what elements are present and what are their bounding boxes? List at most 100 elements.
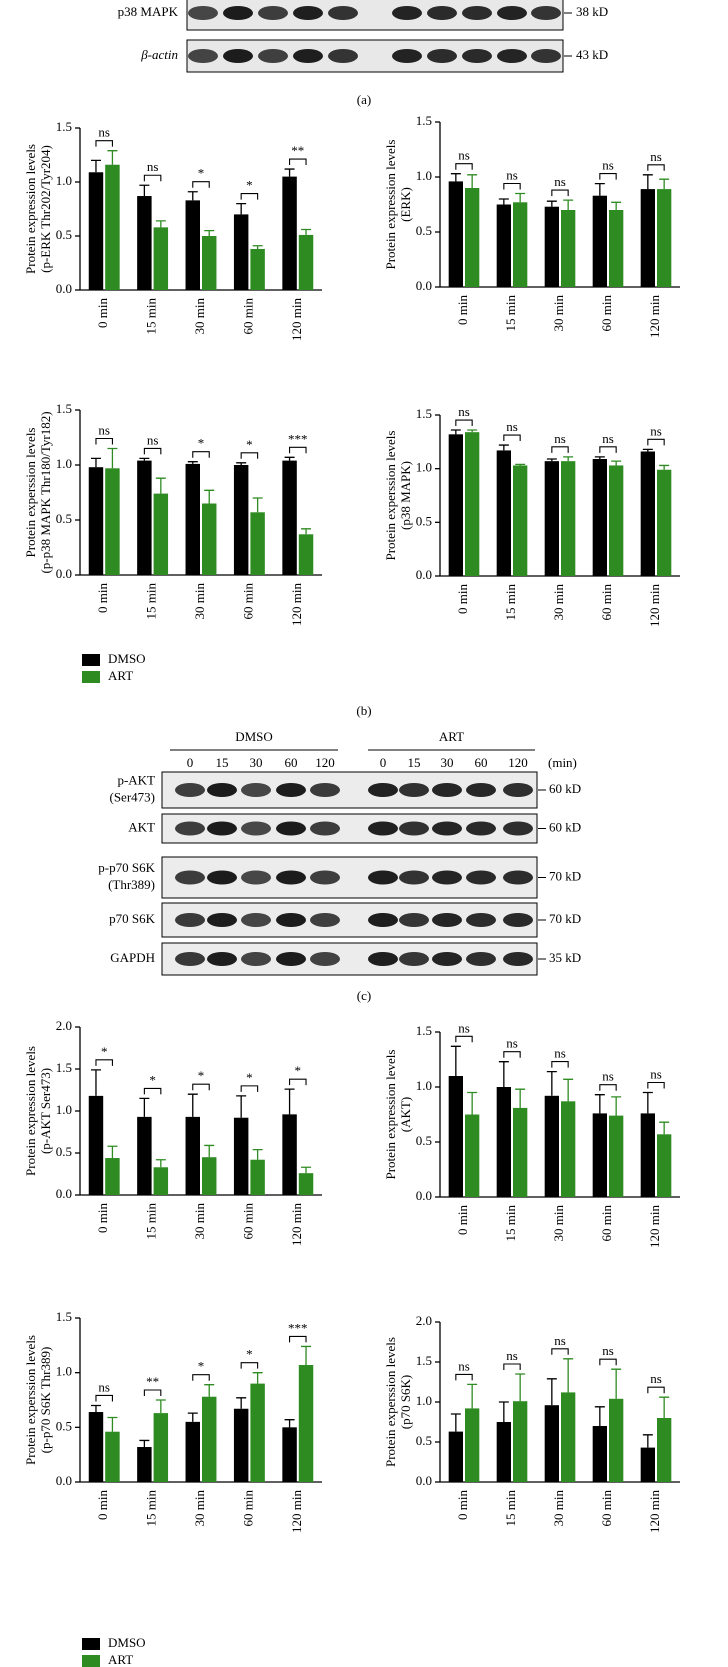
bar bbox=[513, 465, 528, 576]
x-tick-label: 30 min bbox=[551, 1205, 566, 1242]
x-tick-label: 30 min bbox=[551, 1490, 566, 1527]
error-bar bbox=[642, 448, 653, 452]
error-bar bbox=[90, 1404, 101, 1413]
blot-band bbox=[207, 870, 237, 885]
bar bbox=[153, 1167, 169, 1195]
time-label: 15 bbox=[408, 755, 421, 770]
error-bar bbox=[187, 1412, 198, 1422]
blot-band bbox=[368, 821, 398, 836]
y-tick-label: 1.5 bbox=[56, 1060, 72, 1075]
error-bar bbox=[498, 444, 509, 451]
error-bar bbox=[515, 463, 526, 466]
significance-bracket bbox=[599, 446, 617, 453]
error-bar bbox=[139, 184, 150, 197]
significance-bracket bbox=[551, 189, 569, 197]
blot-band bbox=[432, 870, 462, 885]
significance-bracket bbox=[503, 1363, 521, 1370]
y-axis-label: (AKT) bbox=[398, 1097, 413, 1132]
x-tick-label: 30 min bbox=[192, 298, 207, 335]
blot-band bbox=[531, 49, 561, 63]
significance-label: ns bbox=[554, 1333, 566, 1348]
y-tick-label: 1.5 bbox=[56, 119, 72, 134]
x-tick-label: 120 min bbox=[647, 295, 662, 338]
error-bar bbox=[107, 150, 118, 165]
y-tick-label: 1.0 bbox=[56, 1102, 72, 1117]
significance-label: ns bbox=[458, 148, 470, 163]
significance-label: ns bbox=[506, 1348, 518, 1363]
blot-label: p-AKT bbox=[117, 772, 155, 787]
legend-label: DMSO bbox=[108, 1635, 146, 1650]
x-tick-label: 15 min bbox=[503, 1490, 518, 1527]
x-tick-label: 120 min bbox=[647, 584, 662, 627]
y-axis-label: Protein expression levels bbox=[383, 1050, 398, 1180]
significance-bracket bbox=[289, 1078, 307, 1086]
blot-band bbox=[241, 783, 271, 797]
error-bar bbox=[301, 528, 312, 535]
time-label: 30 bbox=[441, 755, 454, 770]
blot-band bbox=[175, 913, 205, 927]
bar bbox=[202, 1157, 217, 1195]
bar bbox=[105, 1158, 120, 1195]
x-tick-label: 60 min bbox=[240, 1490, 255, 1527]
x-tick-label: 120 min bbox=[289, 583, 304, 626]
significance-bracket bbox=[599, 1358, 617, 1366]
bar bbox=[496, 1422, 511, 1482]
blot-band bbox=[497, 6, 527, 20]
time-label: 60 bbox=[285, 755, 298, 770]
blot-band bbox=[241, 821, 271, 836]
significance-label: ns bbox=[650, 423, 662, 438]
bar bbox=[250, 1159, 265, 1195]
error-bar bbox=[90, 159, 101, 173]
error-bar bbox=[594, 456, 605, 460]
blot-band bbox=[175, 821, 205, 836]
significance-bracket bbox=[192, 1374, 210, 1381]
bar bbox=[233, 1117, 249, 1195]
y-tick-label: 1.0 bbox=[416, 168, 432, 183]
blot-band bbox=[503, 870, 533, 885]
significance-bracket bbox=[503, 182, 521, 190]
significance-label: * bbox=[246, 178, 253, 193]
error-bar bbox=[155, 477, 166, 494]
significance-label: ns bbox=[602, 431, 614, 446]
x-tick-label: 60 min bbox=[240, 583, 255, 620]
y-tick-label: 0.5 bbox=[56, 227, 72, 242]
error-bar bbox=[515, 192, 526, 203]
y-axis-label: (p-ERK Thr202/Tyr204) bbox=[38, 145, 53, 273]
blot-label: AKT bbox=[128, 819, 155, 834]
blot-band bbox=[207, 913, 237, 927]
x-tick-label: 0 min bbox=[95, 1203, 110, 1233]
y-tick-label: 0.5 bbox=[416, 223, 432, 238]
significance-label: ns bbox=[602, 1069, 614, 1084]
significance-bracket bbox=[503, 1051, 521, 1058]
bar bbox=[153, 227, 169, 290]
x-tick-label: 0 min bbox=[455, 584, 470, 614]
blot-band bbox=[399, 952, 429, 966]
significance-bracket bbox=[647, 1081, 665, 1089]
bar bbox=[496, 450, 511, 576]
bar bbox=[609, 1398, 624, 1482]
bar bbox=[202, 1396, 217, 1482]
error-bar bbox=[611, 1096, 622, 1116]
significance-bracket bbox=[95, 140, 113, 147]
bar bbox=[592, 1113, 607, 1197]
significance-label: * bbox=[101, 1044, 108, 1059]
bar bbox=[153, 1413, 169, 1482]
significance-bracket bbox=[455, 1373, 473, 1381]
error-bar bbox=[659, 1396, 670, 1418]
bar bbox=[544, 461, 559, 576]
significance-label: ns bbox=[98, 1379, 110, 1394]
bar bbox=[609, 1115, 624, 1197]
blot-size: 70 kD bbox=[549, 868, 581, 883]
bar bbox=[185, 1116, 200, 1195]
blot-band bbox=[503, 783, 533, 797]
blot-size: 70 kD bbox=[549, 911, 581, 926]
significance-bracket bbox=[647, 164, 665, 171]
blot-label: (Ser473) bbox=[110, 789, 156, 804]
error-bar bbox=[450, 1045, 461, 1076]
significance-bracket bbox=[647, 1386, 665, 1394]
significance-label: ns bbox=[602, 1343, 614, 1358]
bar bbox=[465, 1114, 480, 1197]
error-bar bbox=[301, 1166, 312, 1174]
blot-band bbox=[276, 821, 306, 836]
significance-label: ns bbox=[602, 158, 614, 173]
